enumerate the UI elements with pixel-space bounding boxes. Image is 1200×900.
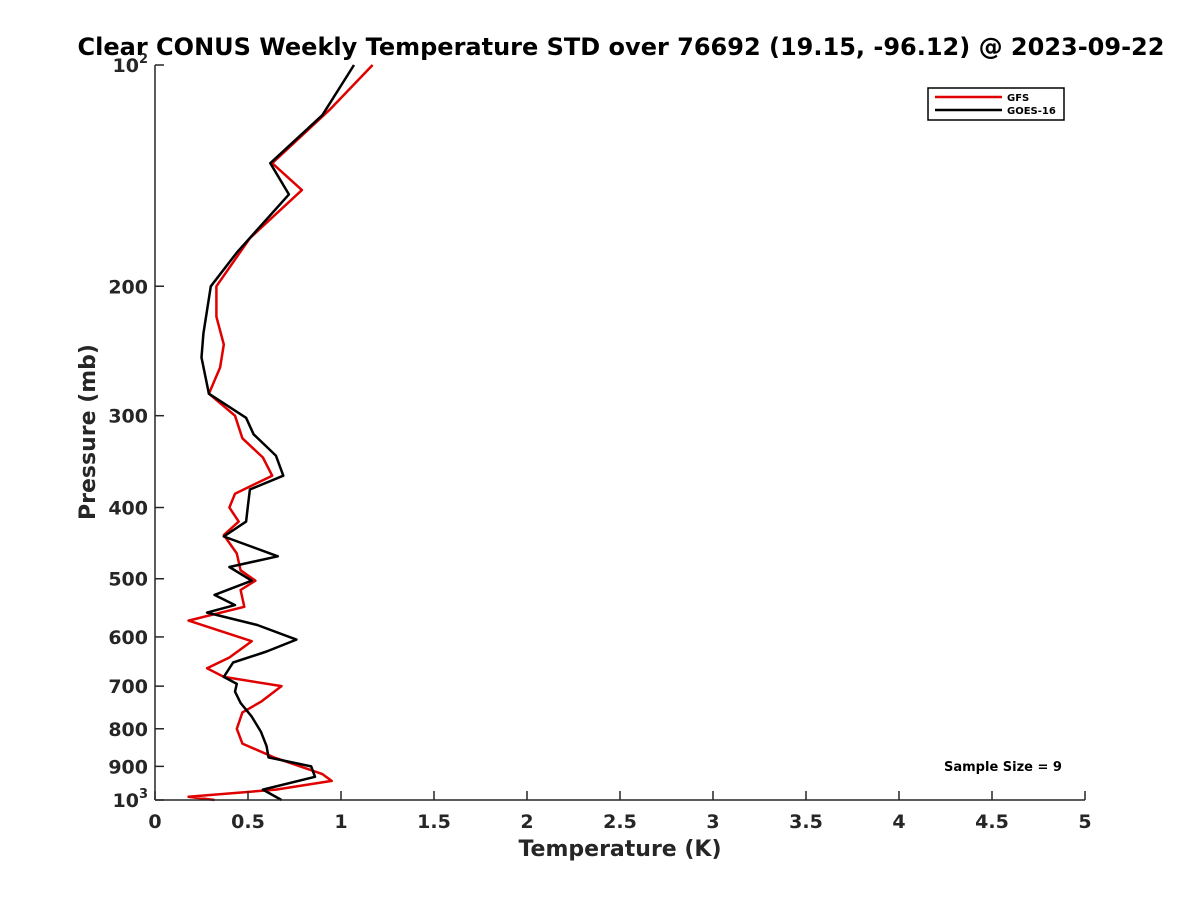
x-ticks: 0 0.5 1 1.5 2 2.5 3 3.5 4 4.5 5 [148,791,1092,833]
y-tick-label: 700 [108,676,148,698]
x-axis-label: Temperature (K) [518,837,721,862]
y-tick-label: 300 [108,406,148,428]
x-tick-label: 1.5 [417,811,451,833]
x-tick-label: 5 [1078,811,1091,833]
legend-label-gfs: GFS [1007,93,1029,104]
y-tick-label: 600 [108,627,148,649]
x-tick-label: 2 [520,811,533,833]
series-line-gfs [187,64,374,802]
y-tick-label: 500 [108,569,148,591]
axes [154,65,1085,801]
plot-lines [187,64,374,802]
y-tick-label: 103 [113,787,149,812]
series-line-goes16 [200,64,356,802]
x-tick-label: 0.5 [231,811,265,833]
y-axis-label: Pressure (mb) [76,344,101,520]
x-tick-label: 3 [706,811,719,833]
chart-title: Clear CONUS Weekly Temperature STD over … [78,33,1165,61]
legend-label-goes16: GOES-16 [1007,106,1056,117]
y-tick-label: 400 [108,498,148,520]
x-tick-label: 2.5 [603,811,637,833]
x-tick-label: 4.5 [975,811,1009,833]
legend: GFS GOES-16 [927,87,1065,121]
sample-size-annotation: Sample Size = 9 [944,760,1062,775]
y-tick-label: 200 [108,276,148,298]
legend-box [927,87,1065,121]
x-tick-label: 4 [892,811,905,833]
y-tick-label: 800 [108,719,148,741]
x-tick-label: 0 [148,811,161,833]
y-tick-label: 102 [113,52,149,77]
y-tick-label: 900 [108,756,148,778]
x-tick-label: 3.5 [789,811,823,833]
y-ticks: 102 200 300 400 500 600 700 800 900 103 [108,52,164,812]
x-tick-label: 1 [334,811,347,833]
